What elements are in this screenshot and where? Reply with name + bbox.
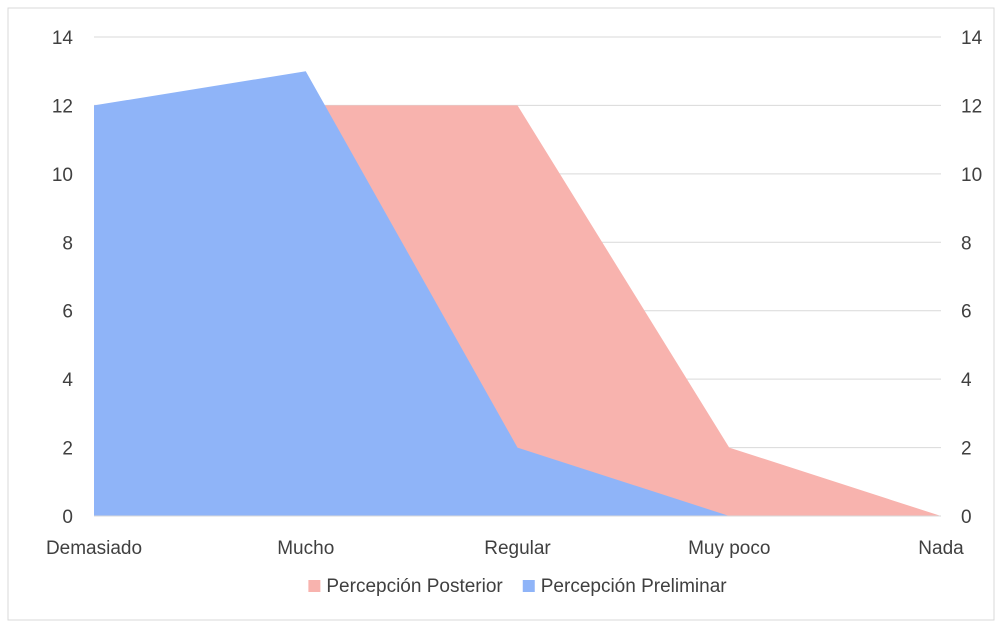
legend: Percepción Posterior Percepción Prelimina… bbox=[308, 576, 727, 597]
x-tick-3: Muy poco bbox=[688, 538, 770, 559]
y-tick-left-4: 4 bbox=[62, 370, 73, 391]
y-tick-left-14: 14 bbox=[52, 28, 74, 49]
y-tick-right-8: 8 bbox=[961, 233, 972, 254]
area-series-2 bbox=[94, 71, 941, 516]
y-tick-left-0: 0 bbox=[62, 507, 73, 528]
legend-label-1: Percepción Posterior bbox=[326, 576, 503, 597]
series-areas bbox=[94, 71, 941, 516]
y-tick-right-6: 6 bbox=[961, 302, 972, 323]
axes: 0 0 2 2 4 4 6 6 8 8 10 10 12 12 14 14 Demasiado Mucho Regu… bbox=[46, 28, 983, 559]
legend-swatch-2 bbox=[522, 580, 535, 592]
legend-item-1: Percepción Posterior bbox=[308, 576, 503, 597]
y-tick-right-2: 2 bbox=[961, 439, 972, 460]
y-tick-right-12: 12 bbox=[961, 96, 982, 117]
legend-item-2: Percepción Preliminar bbox=[522, 576, 728, 597]
x-tick-1: Mucho bbox=[277, 538, 334, 559]
x-tick-0: Demasiado bbox=[46, 538, 142, 559]
y-tick-left-8: 8 bbox=[62, 233, 73, 254]
chart-border bbox=[7, 7, 995, 621]
y-tick-right-10: 10 bbox=[961, 165, 982, 186]
y-tick-right-0: 0 bbox=[961, 507, 972, 528]
x-tick-4: Nada bbox=[918, 538, 964, 559]
y-tick-right-14: 14 bbox=[961, 28, 983, 49]
legend-swatch-1 bbox=[308, 580, 321, 592]
y-tick-left-2: 2 bbox=[62, 439, 73, 460]
y-tick-left-12: 12 bbox=[52, 96, 73, 117]
legend-label-2: Percepción Preliminar bbox=[541, 576, 728, 597]
x-tick-2: Regular bbox=[484, 538, 551, 559]
y-tick-right-4: 4 bbox=[961, 370, 972, 391]
y-tick-left-6: 6 bbox=[62, 302, 73, 323]
y-tick-left-10: 10 bbox=[52, 165, 73, 186]
